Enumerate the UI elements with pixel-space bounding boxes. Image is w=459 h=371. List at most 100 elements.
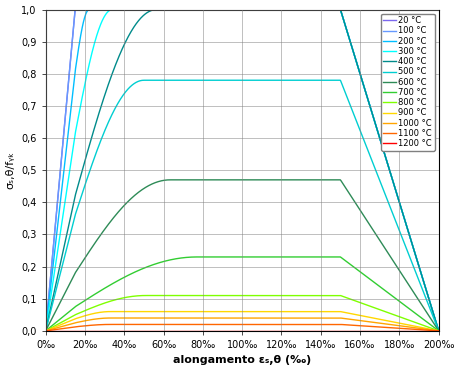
200 °C — [216, 7, 221, 12]
300 °C — [349, 47, 354, 51]
200 °C — [435, 329, 441, 333]
600 °C — [435, 329, 441, 333]
1200 °C — [349, 329, 354, 333]
1000 °C — [216, 316, 221, 320]
Line: 600 °C: 600 °C — [45, 180, 438, 331]
600 °C — [349, 196, 354, 201]
1200 °C — [312, 329, 318, 333]
1100 °C — [356, 324, 362, 328]
100 °C — [83, 7, 89, 12]
1100 °C — [83, 324, 88, 328]
Legend: 20 °C, 100 °C, 200 °C, 300 °C, 400 °C, 500 °C, 600 °C, 700 °C, 800 °C, 900 °C, 1: 20 °C, 100 °C, 200 °C, 300 °C, 400 °C, 5… — [380, 14, 434, 151]
1100 °C — [107, 322, 113, 326]
400 °C — [435, 329, 441, 333]
1100 °C — [313, 322, 318, 326]
1000 °C — [107, 316, 113, 320]
100 °C — [202, 7, 207, 12]
600 °C — [202, 178, 207, 182]
1100 °C — [216, 322, 221, 326]
20 °C — [349, 47, 354, 51]
400 °C — [313, 7, 318, 12]
400 °C — [83, 156, 88, 160]
X-axis label: alongamento εₛ,θ (‰): alongamento εₛ,θ (‰) — [173, 355, 311, 365]
500 °C — [216, 78, 221, 82]
600 °C — [43, 329, 48, 333]
700 °C — [194, 255, 200, 259]
1000 °C — [435, 329, 441, 333]
20 °C — [72, 7, 78, 12]
900 °C — [83, 313, 88, 318]
600 °C — [356, 207, 362, 211]
400 °C — [356, 70, 362, 75]
800 °C — [356, 300, 362, 305]
Line: 1000 °C: 1000 °C — [45, 318, 438, 331]
900 °C — [356, 313, 362, 318]
800 °C — [349, 298, 354, 302]
1100 °C — [202, 322, 207, 326]
300 °C — [356, 70, 362, 75]
900 °C — [216, 309, 221, 314]
700 °C — [435, 329, 441, 333]
300 °C — [216, 7, 221, 12]
900 °C — [43, 329, 48, 333]
300 °C — [202, 7, 207, 12]
1100 °C — [349, 323, 354, 328]
700 °C — [349, 264, 354, 268]
1200 °C — [202, 329, 207, 333]
1200 °C — [216, 329, 221, 333]
20 °C — [356, 70, 362, 75]
500 °C — [435, 329, 441, 333]
400 °C — [153, 7, 159, 12]
Y-axis label: σₛ,θ/fᵧₖ: σₛ,θ/fᵧₖ — [6, 151, 16, 189]
700 °C — [216, 255, 221, 259]
1100 °C — [43, 329, 48, 333]
1000 °C — [356, 318, 362, 323]
Line: 700 °C: 700 °C — [45, 257, 438, 331]
300 °C — [83, 78, 88, 82]
700 °C — [202, 255, 207, 259]
200 °C — [86, 7, 92, 12]
900 °C — [107, 309, 113, 314]
400 °C — [202, 7, 207, 12]
100 °C — [43, 329, 48, 333]
500 °C — [141, 78, 146, 82]
600 °C — [313, 178, 318, 182]
900 °C — [349, 312, 354, 316]
1000 °C — [313, 316, 318, 320]
1000 °C — [43, 329, 48, 333]
100 °C — [356, 70, 362, 75]
Line: 20 °C: 20 °C — [45, 10, 438, 331]
200 °C — [202, 7, 207, 12]
900 °C — [313, 309, 318, 314]
300 °C — [435, 329, 441, 333]
1100 °C — [435, 329, 441, 333]
200 °C — [356, 70, 362, 75]
20 °C — [83, 7, 89, 12]
20 °C — [43, 329, 48, 333]
500 °C — [349, 109, 354, 113]
200 °C — [43, 329, 48, 333]
500 °C — [202, 78, 207, 82]
800 °C — [313, 293, 318, 298]
100 °C — [349, 47, 354, 51]
500 °C — [313, 78, 318, 82]
800 °C — [435, 329, 441, 333]
300 °C — [110, 7, 115, 12]
200 °C — [313, 7, 318, 12]
20 °C — [435, 329, 441, 333]
900 °C — [435, 329, 441, 333]
1000 °C — [83, 318, 88, 323]
100 °C — [216, 7, 221, 12]
700 °C — [313, 255, 318, 259]
100 °C — [435, 329, 441, 333]
800 °C — [143, 293, 148, 298]
1200 °C — [435, 329, 441, 333]
1200 °C — [83, 329, 88, 333]
200 °C — [349, 47, 354, 51]
400 °C — [43, 329, 48, 333]
200 °C — [83, 12, 88, 16]
700 °C — [43, 329, 48, 333]
800 °C — [83, 308, 88, 312]
400 °C — [349, 47, 354, 51]
600 °C — [83, 255, 88, 259]
